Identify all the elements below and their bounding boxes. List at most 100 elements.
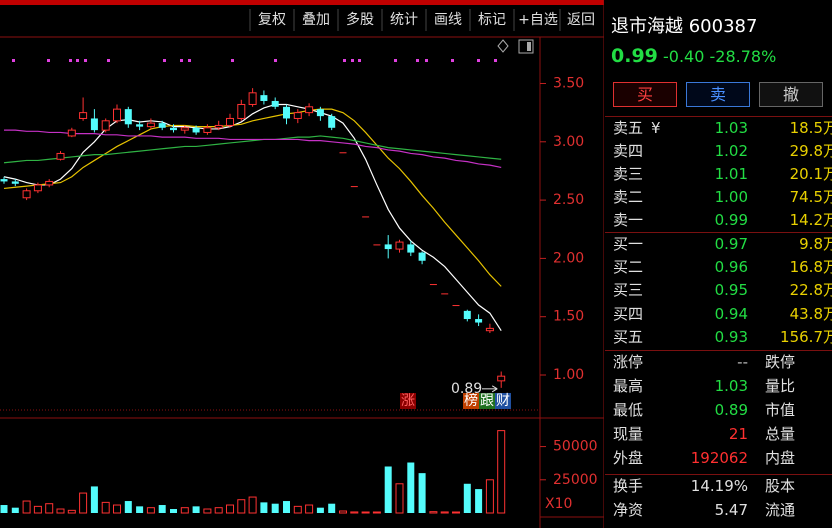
y-tick-label: 1.00	[553, 367, 584, 383]
candle-body	[226, 117, 234, 126]
stat-value: 21	[728, 425, 748, 443]
volume-bar	[463, 483, 471, 513]
toolbar-button[interactable]: +自选	[518, 12, 558, 28]
volume-bar	[452, 511, 460, 514]
volume-bar	[384, 466, 392, 513]
volume-bar	[440, 511, 449, 514]
candle-body	[67, 129, 76, 137]
candle-body	[475, 319, 483, 323]
candle-body	[293, 112, 302, 119]
candle-body	[158, 123, 166, 128]
order-level: 卖一	[613, 211, 644, 229]
y-tick-label: 2.50	[553, 192, 584, 208]
action-button[interactable]: 卖	[686, 82, 750, 107]
candle-body	[463, 310, 471, 320]
volume-bar	[293, 505, 302, 514]
stat-value: 5.47	[714, 501, 748, 519]
order-row: 买一 0.97 9.8万	[605, 233, 832, 255]
volume-bar	[136, 506, 144, 513]
order-level: 买三	[613, 281, 644, 300]
volume-bar	[79, 492, 88, 514]
order-volume: 43.8万	[789, 304, 832, 323]
candle-body	[237, 103, 246, 119]
stat-row: 外盘 192062 内盘	[605, 447, 832, 469]
candle-body	[497, 375, 506, 382]
stat-label: 量比	[765, 377, 796, 395]
toolbar-button[interactable]: 叠加	[302, 12, 330, 28]
candle-body	[11, 181, 19, 184]
chart-area: 复权 叠加 多股 统计 画线 标记 +自选 返回 1.00 1.50 2.00 2.50 3.00 3.…	[0, 0, 604, 528]
toolbar-button[interactable]: 复权	[258, 11, 286, 28]
order-level: 买四	[613, 304, 644, 323]
volume-bar	[22, 500, 31, 514]
badge: 榜	[464, 392, 478, 409]
candle-body	[362, 216, 370, 218]
toolbar-button[interactable]: 统计	[390, 12, 418, 28]
separator	[605, 232, 832, 233]
volume-bar	[67, 509, 76, 514]
stat-label: 内盘	[765, 449, 796, 467]
action-button[interactable]: 撤	[759, 82, 823, 107]
y-tick-label: 3.50	[553, 75, 584, 91]
stat-label: 外盘	[613, 449, 644, 467]
order-level: 卖五	[613, 119, 644, 137]
candle-body	[373, 244, 381, 246]
candle-body	[283, 106, 290, 119]
order-level: 买一	[613, 235, 644, 253]
candle-body	[316, 109, 324, 117]
order-row: 卖二 1.00 74.5万	[605, 186, 832, 208]
volume-bar	[429, 511, 438, 514]
toolbar: 复权 叠加 多股 统计 画线 标记 +自选 返回	[249, 9, 595, 31]
moving-average-line	[3, 108, 502, 287]
moving-average-line	[3, 135, 502, 164]
stat-label: 总量	[765, 425, 796, 443]
volume-bar	[305, 504, 314, 514]
toolbar-button[interactable]: 标记	[478, 12, 506, 28]
badge-bg	[463, 393, 479, 409]
stat-label: 流通	[765, 501, 796, 519]
volume-bar	[339, 510, 347, 514]
diamond-icon[interactable]	[497, 39, 509, 53]
volume-bar	[113, 504, 121, 514]
order-row: 买五 0.93 156.7万	[605, 326, 832, 348]
volume-bar	[0, 505, 8, 513]
stat-value: 192062	[690, 449, 748, 467]
order-price: 0.99	[714, 211, 748, 229]
volume-bar	[248, 496, 257, 514]
volume-bar	[146, 507, 155, 514]
volume-bar	[214, 507, 223, 514]
order-level: 卖二	[613, 188, 644, 206]
stat-value: 14.19%	[690, 477, 748, 495]
stat-row: 最低 0.89 市值	[605, 399, 832, 421]
toolbar-button[interactable]: 画线	[434, 12, 462, 28]
badge: 跟	[480, 393, 494, 409]
stock-code: 600387	[688, 16, 758, 37]
toolbar-button[interactable]: 返回	[567, 12, 595, 28]
candle-body	[79, 112, 88, 119]
candle-body	[22, 190, 31, 199]
y-tick-label: 25000	[553, 472, 598, 488]
toolbar-button[interactable]: 多股	[346, 11, 374, 28]
action-button[interactable]: 买	[613, 82, 677, 107]
order-price: 1.00	[714, 188, 748, 206]
order-price: 0.94	[714, 304, 748, 323]
volume-bar	[33, 505, 42, 514]
stat-value: 1.03	[714, 377, 748, 395]
order-row: 买三 0.95 22.8万	[605, 279, 832, 301]
candle-body	[214, 124, 223, 129]
panel-icon[interactable]	[518, 39, 534, 54]
event-markers	[12, 59, 497, 62]
order-level: 买五	[613, 327, 644, 346]
stat-row: 换手 14.19% 股本	[605, 475, 832, 497]
volume-bar	[372, 511, 381, 514]
moving-average-line	[4, 129, 502, 169]
candle-body	[452, 305, 460, 307]
candle-body	[350, 186, 358, 188]
low-label: 0.89	[451, 381, 482, 397]
order-volume: 9.8万	[799, 235, 832, 253]
y-tick-label: 2.00	[553, 250, 584, 266]
order-price: 0.93	[714, 327, 748, 346]
volume-bar	[203, 508, 212, 514]
volume-bar	[56, 508, 65, 514]
